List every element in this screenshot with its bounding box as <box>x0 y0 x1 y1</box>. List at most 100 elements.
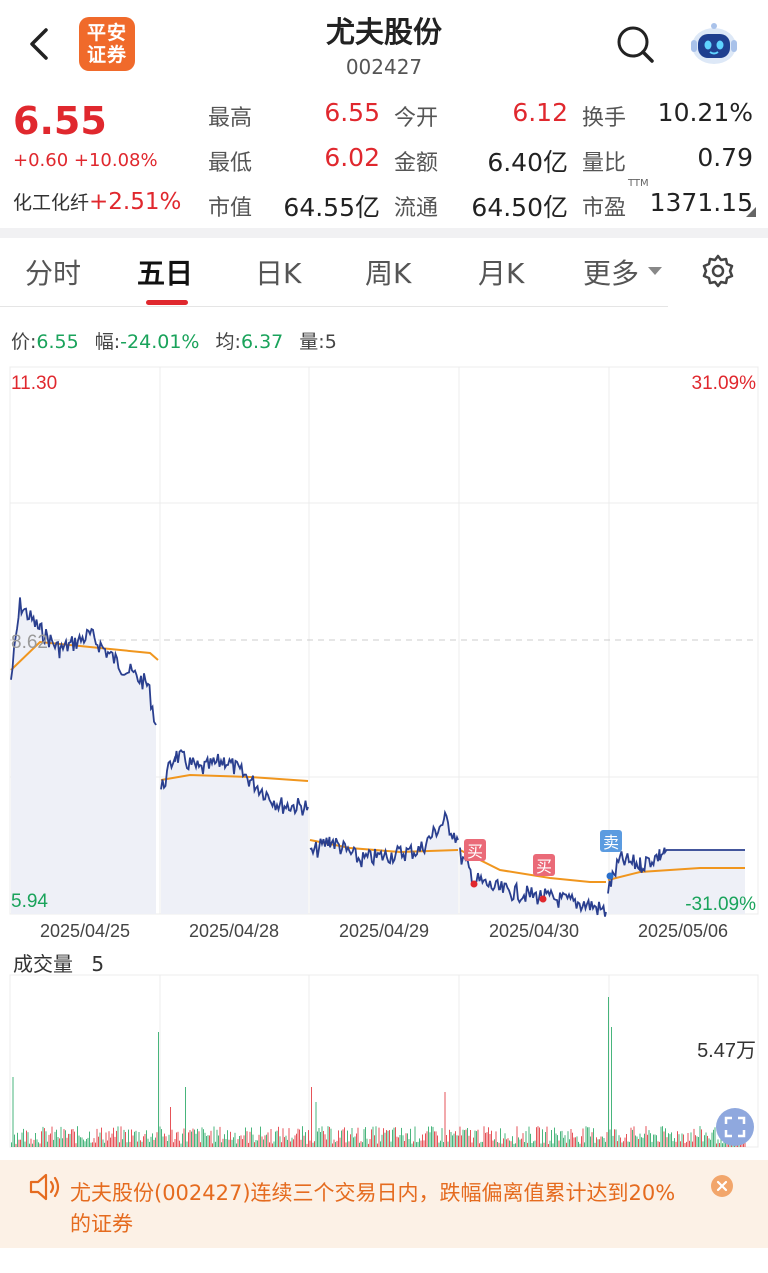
volume-bar <box>171 1129 173 1147</box>
ttm-label: TTM <box>628 178 649 189</box>
volume-bar <box>386 1130 387 1147</box>
volume-bar <box>554 1127 555 1147</box>
y-axis-top-label: 11.30 <box>11 373 57 394</box>
volume-bar <box>276 1130 278 1147</box>
volume-bar <box>339 1137 341 1147</box>
volume-bar <box>71 1129 72 1147</box>
volume-bar <box>110 1137 111 1147</box>
tab-weekly-k[interactable]: 周K <box>365 257 412 290</box>
tab-intraday[interactable]: 分时 <box>25 257 82 290</box>
fullscreen-button[interactable] <box>716 1108 754 1146</box>
volume-bar <box>311 1087 312 1147</box>
volume-bar <box>105 1132 107 1147</box>
expand-corner-icon[interactable] <box>746 207 756 217</box>
volume-bar <box>572 1132 573 1147</box>
tab-five-day[interactable]: 五日 <box>137 257 194 290</box>
volume-bar <box>573 1137 575 1147</box>
volume-bar <box>488 1127 489 1147</box>
volume-bar <box>227 1130 228 1147</box>
volume-bar <box>305 1132 306 1147</box>
close-notice-button[interactable] <box>711 1175 733 1197</box>
buy-marker[interactable]: 买 <box>464 839 486 888</box>
volume-bar <box>365 1127 366 1147</box>
broker-logo[interactable]: 平安证券 <box>79 17 135 71</box>
volume-bar <box>677 1131 678 1147</box>
volume-bar <box>405 1133 407 1147</box>
volume-bar <box>431 1126 432 1147</box>
robot-assistant-icon[interactable] <box>688 20 740 68</box>
volume-bar <box>690 1132 692 1147</box>
risk-notice-banner[interactable] <box>0 1160 768 1248</box>
volume-bar <box>648 1130 650 1147</box>
buy-marker[interactable]: 买 <box>533 854 555 903</box>
volume-bar <box>297 1128 299 1147</box>
volume-bar <box>60 1126 62 1147</box>
volume-bar <box>491 1130 492 1147</box>
volume-bar <box>111 1133 113 1147</box>
volume-bar <box>12 1077 14 1147</box>
info-avg-label: 均: <box>215 331 241 353</box>
volume-bar <box>287 1139 288 1147</box>
pct-axis-bottom-label: -31.09% <box>685 894 756 915</box>
mktcap-label: 市值 <box>208 196 253 221</box>
volume-bar <box>714 1127 716 1147</box>
volume-bar <box>149 1141 150 1147</box>
volume-bar <box>608 997 609 1147</box>
info-vol: 5 <box>324 331 337 353</box>
close-icon <box>716 1180 728 1192</box>
search-icon[interactable] <box>614 23 658 67</box>
volume-bar <box>11 1142 12 1147</box>
volume-bar <box>722 1143 723 1147</box>
volume-bar <box>695 1135 696 1147</box>
volume-bar <box>173 1142 174 1147</box>
volume-bar <box>119 1142 120 1147</box>
volume-bar <box>248 1142 249 1147</box>
volume-bar <box>95 1142 96 1147</box>
volume-bar <box>228 1139 230 1147</box>
volume-bar <box>350 1134 351 1147</box>
volume-bar <box>486 1132 488 1147</box>
volume-bar <box>510 1141 512 1147</box>
volume-bar <box>684 1143 686 1147</box>
volume-bar <box>666 1137 668 1147</box>
volume-bar <box>411 1143 413 1147</box>
volume-bar <box>38 1142 39 1147</box>
volume-bar <box>147 1138 149 1147</box>
volume-bar <box>360 1141 362 1147</box>
volume-bar <box>57 1137 59 1147</box>
tab-daily-k[interactable]: 日K <box>255 257 302 290</box>
volume-bar <box>168 1134 170 1147</box>
volume-bar <box>224 1134 225 1147</box>
volume-bar <box>390 1141 392 1147</box>
volume-bar <box>536 1127 537 1147</box>
volume-bar <box>66 1137 68 1147</box>
gear-icon[interactable] <box>700 253 736 289</box>
volume-bar <box>165 1136 167 1147</box>
volume-bar <box>129 1141 131 1147</box>
stock-code: 002427 <box>345 55 423 79</box>
volume-chart[interactable]: 5.47万 <box>0 970 768 1148</box>
volume-bar <box>90 1142 92 1147</box>
volume-bar <box>243 1135 245 1147</box>
volume-bar <box>335 1142 336 1147</box>
volume-bar <box>192 1128 194 1147</box>
volume-bar <box>443 1142 444 1147</box>
five-day-price-chart[interactable]: 11.30 8.62 5.94 31.09% -31.09% 2025/04/2… <box>0 360 768 945</box>
volume-bar <box>194 1129 195 1147</box>
sell-marker[interactable]: 卖 <box>600 830 622 880</box>
volume-bar <box>686 1141 687 1147</box>
back-icon[interactable] <box>22 24 58 64</box>
volume-bar <box>101 1127 102 1147</box>
volume-bar <box>425 1133 426 1147</box>
volume-bar <box>182 1133 183 1147</box>
volume-bar <box>372 1126 374 1147</box>
volume-bar <box>533 1141 534 1147</box>
volume-bar <box>429 1132 431 1147</box>
volume-bar <box>146 1130 147 1147</box>
mktcap-value: 64.55亿 <box>283 193 380 222</box>
open-value: 6.12 <box>512 98 568 127</box>
volume-bar <box>369 1139 371 1147</box>
tab-more[interactable]: 更多 <box>583 257 640 290</box>
tab-monthly-k[interactable]: 月K <box>478 257 525 290</box>
sector-row[interactable]: 化工化纤+2.51% <box>13 188 181 215</box>
